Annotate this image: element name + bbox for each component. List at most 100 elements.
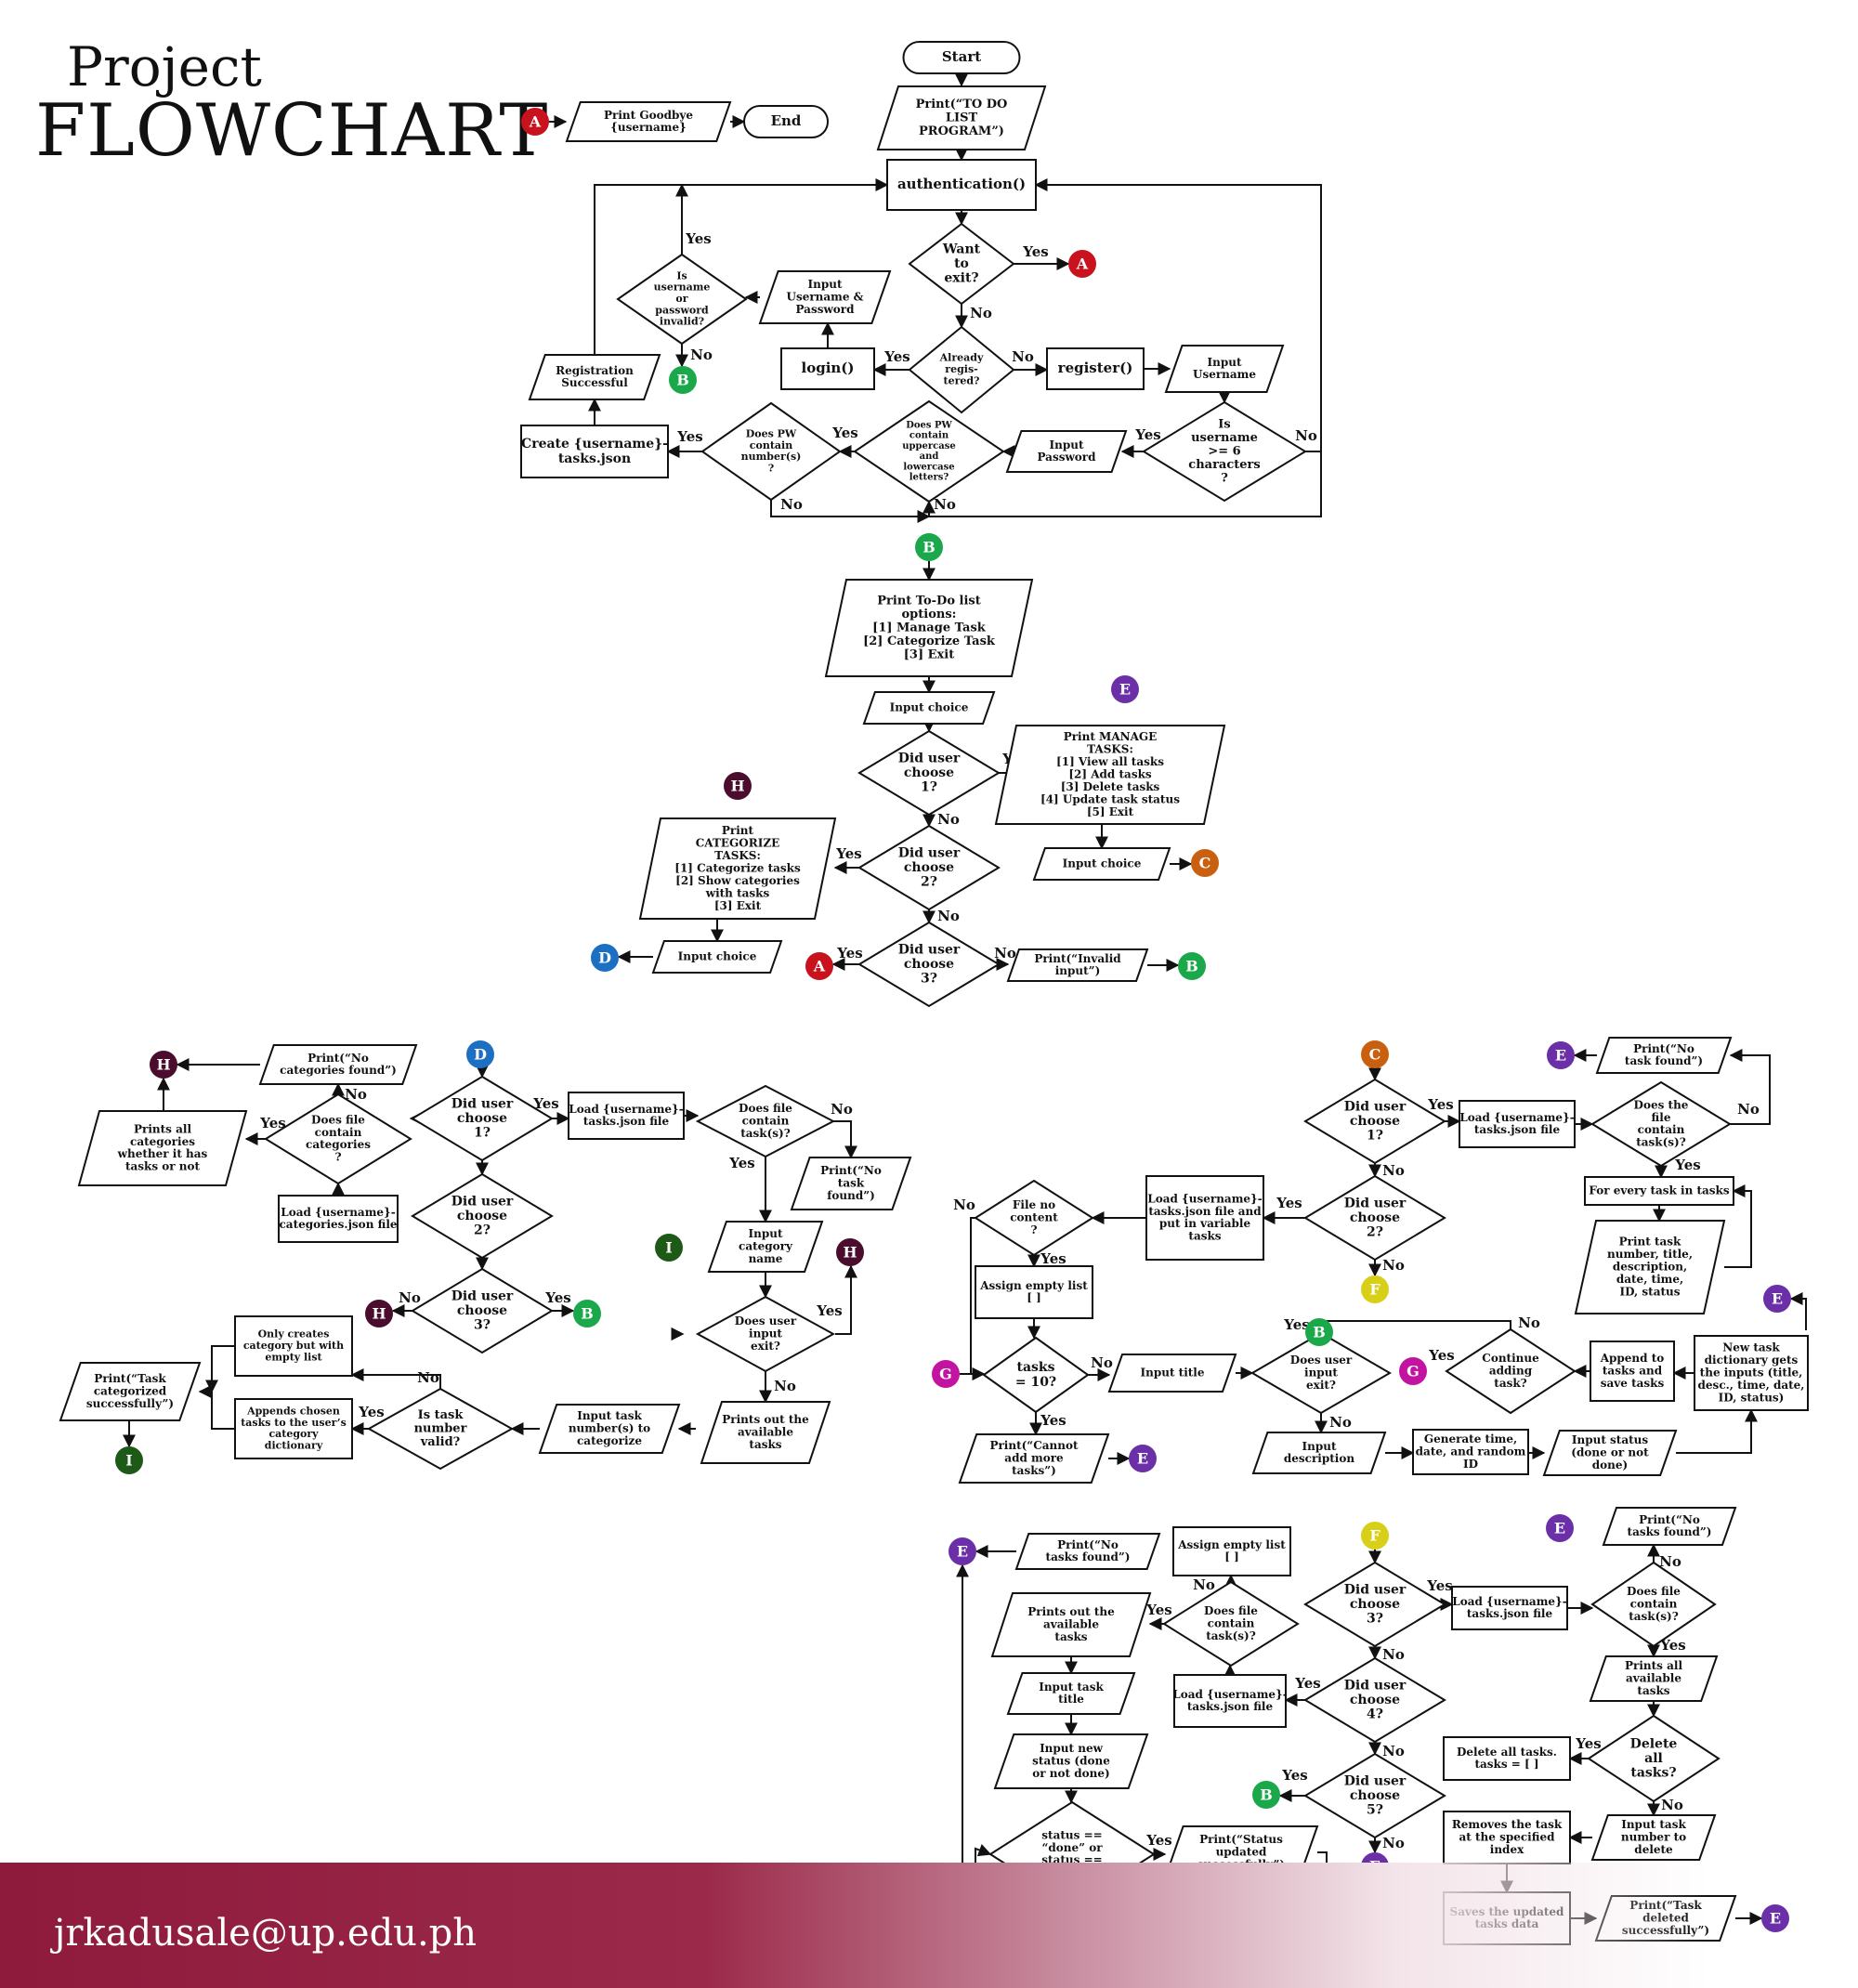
node-text: LIST bbox=[946, 111, 978, 125]
node-shape bbox=[1542, 1430, 1678, 1476]
node-text: [ ] bbox=[1027, 1291, 1041, 1304]
connector-circle bbox=[1361, 1522, 1389, 1550]
node-text: 2? bbox=[921, 875, 937, 890]
node-shape bbox=[411, 1172, 554, 1260]
node-text: [2] Add tasks bbox=[1068, 768, 1152, 781]
node-text: Load {username}- bbox=[1459, 1111, 1574, 1124]
connector-b: B bbox=[669, 366, 697, 394]
edge-label-yes: Yes bbox=[544, 1289, 570, 1306]
node-text: Prints out the bbox=[1027, 1605, 1115, 1618]
node-text: Is bbox=[1218, 417, 1230, 431]
node-text: whether it has bbox=[117, 1147, 208, 1160]
node-text: For every task in tasks bbox=[1589, 1184, 1729, 1197]
edge-label-no: No bbox=[1382, 1257, 1405, 1274]
edge-line bbox=[1789, 1292, 1807, 1330]
node-text: Print bbox=[722, 824, 754, 837]
node-text: 1? bbox=[474, 1126, 491, 1141]
node-shape bbox=[538, 1404, 681, 1454]
node-text: tasks.json file bbox=[1467, 1607, 1553, 1620]
node-shape bbox=[743, 105, 829, 138]
edge-label-no: No bbox=[953, 1197, 975, 1213]
edge-line bbox=[350, 1368, 441, 1389]
node-text: delete bbox=[1634, 1843, 1673, 1856]
node-text: tasks.json file bbox=[583, 1115, 670, 1128]
connector-circle bbox=[1399, 1357, 1427, 1385]
node-shape bbox=[876, 85, 1047, 150]
node-text: Does user bbox=[735, 1314, 797, 1328]
connector-circle bbox=[1547, 1041, 1575, 1069]
connector-letter: H bbox=[843, 1244, 857, 1262]
node-shape bbox=[1303, 1078, 1446, 1165]
node-text: Print(“Task bbox=[94, 1372, 166, 1385]
connector-circle bbox=[655, 1234, 683, 1262]
node-text: tasks found”) bbox=[1046, 1550, 1131, 1563]
node-text: Input task bbox=[577, 1409, 642, 1422]
node-text: [5] Exit bbox=[1087, 805, 1134, 818]
node-text: TASKS: bbox=[1087, 743, 1133, 756]
node-text: categories found”) bbox=[280, 1064, 397, 1077]
node-text: status == bbox=[1041, 1828, 1102, 1841]
node-text: tasks to the user’s bbox=[241, 1417, 347, 1429]
node-text: Prints out the bbox=[722, 1413, 809, 1426]
connector-f: F bbox=[1361, 1522, 1389, 1550]
node-text: Delete all tasks. bbox=[1457, 1746, 1557, 1759]
connector-letter: E bbox=[1555, 1047, 1566, 1065]
node-text: Print Goodbye bbox=[604, 109, 693, 122]
node-shape bbox=[824, 579, 1034, 677]
node-shape bbox=[1303, 1174, 1446, 1262]
node-text: exit? bbox=[944, 271, 978, 286]
edge-label-yes: Yes bbox=[1145, 1602, 1171, 1618]
node-text: invalid? bbox=[660, 316, 704, 328]
node-shape bbox=[528, 354, 661, 400]
connector-circle bbox=[1361, 1040, 1389, 1068]
node-text: choose bbox=[457, 1111, 507, 1126]
node-text: ? bbox=[1030, 1223, 1037, 1236]
connector-letter: C bbox=[1369, 1046, 1381, 1064]
node-text: Successful bbox=[561, 376, 628, 389]
node-text: contain bbox=[1638, 1123, 1685, 1136]
connector-e: E bbox=[949, 1537, 976, 1565]
node-text: choose bbox=[1350, 1788, 1400, 1803]
node-shape bbox=[520, 425, 669, 478]
connector-d: D bbox=[466, 1040, 494, 1068]
node-rect-auth: authentication() bbox=[886, 159, 1037, 211]
edge-label-yes: Yes bbox=[259, 1115, 285, 1131]
node-text: tasks.json file bbox=[1474, 1123, 1561, 1136]
connector-circle bbox=[365, 1300, 393, 1328]
edge-label-no: No bbox=[831, 1101, 853, 1118]
footer-band bbox=[0, 1863, 1858, 1988]
connector-letter: B bbox=[676, 372, 689, 389]
node-shape bbox=[974, 1179, 1094, 1257]
node-text: [4] Update task status bbox=[1040, 792, 1180, 805]
node-text: Load {username}- bbox=[1172, 1688, 1287, 1701]
connector-h: H bbox=[724, 772, 752, 800]
connector-circle bbox=[1191, 849, 1219, 877]
node-text: desc., time, date, bbox=[1698, 1379, 1805, 1392]
node-rect-d_loadcat: Load {username}-categories.json file bbox=[278, 1195, 399, 1243]
connector-circle bbox=[1763, 1285, 1791, 1313]
connector-letter: A bbox=[1076, 255, 1089, 273]
node-text: [1] Manage Task bbox=[872, 621, 987, 635]
connector-e: E bbox=[1547, 1041, 1575, 1069]
node-text: empty list bbox=[265, 1351, 322, 1363]
node-shape bbox=[1445, 1328, 1577, 1415]
node-shape bbox=[568, 1092, 685, 1140]
edge-label-no: No bbox=[1193, 1576, 1215, 1593]
node-text: input”) bbox=[1055, 964, 1101, 977]
node-text: options: bbox=[902, 608, 957, 621]
node-text: Delete bbox=[1630, 1736, 1678, 1751]
node-shape bbox=[982, 1336, 1090, 1414]
node-text: Username bbox=[1193, 368, 1256, 381]
node-text: Password bbox=[795, 303, 855, 316]
edge-label-yes: Yes bbox=[1674, 1157, 1700, 1173]
node-text: [1] View all tasks bbox=[1056, 755, 1164, 768]
